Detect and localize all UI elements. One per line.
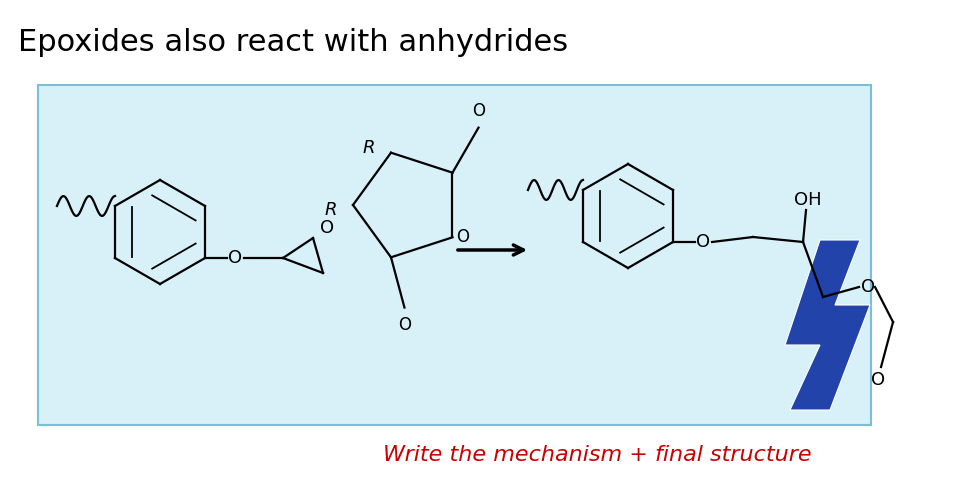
Text: O: O xyxy=(320,219,334,237)
Text: O: O xyxy=(696,233,710,251)
Text: O: O xyxy=(456,228,469,246)
Text: O: O xyxy=(472,101,485,120)
Text: Epoxides also react with anhydrides: Epoxides also react with anhydrides xyxy=(18,28,568,57)
Polygon shape xyxy=(785,240,870,410)
FancyBboxPatch shape xyxy=(38,85,871,425)
Text: R: R xyxy=(325,201,337,219)
Text: O: O xyxy=(398,316,411,334)
Text: O: O xyxy=(228,249,242,267)
Text: O: O xyxy=(871,371,885,389)
Text: O: O xyxy=(861,278,875,296)
Text: Write the mechanism + final structure: Write the mechanism + final structure xyxy=(383,445,811,465)
Text: OH: OH xyxy=(794,191,822,209)
Text: R: R xyxy=(363,139,376,157)
